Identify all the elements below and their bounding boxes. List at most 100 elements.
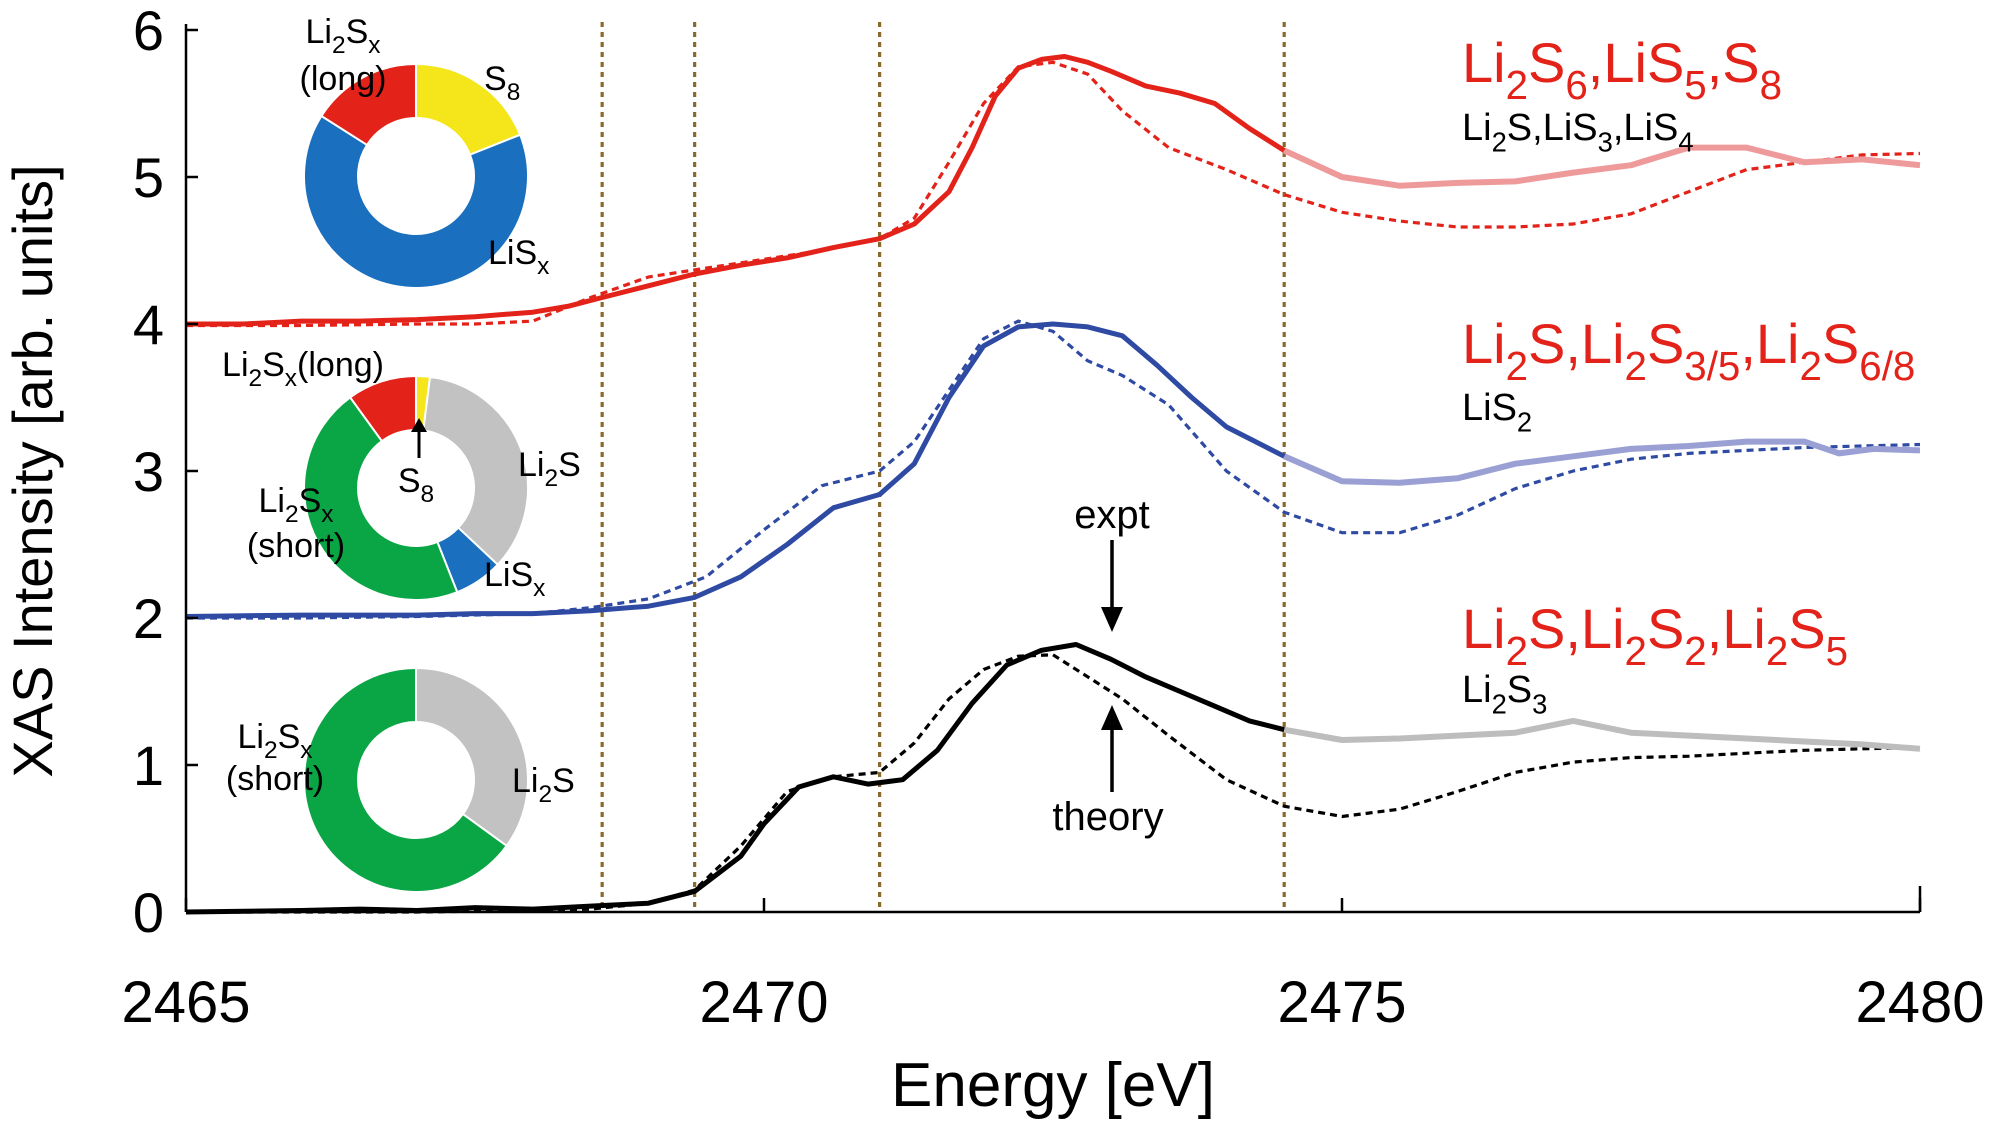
donut-label-subscript: 2 [285, 501, 299, 528]
y-tick-label: 1 [133, 734, 164, 797]
red-composition-label-subscript: 5 [1684, 62, 1706, 108]
donut-slice [303, 666, 509, 893]
theory-annotation: theory [1052, 795, 1163, 839]
blue-composition-label-text: S [1822, 312, 1859, 375]
donut-slice [303, 395, 459, 601]
donut-slice [320, 62, 417, 147]
red-composition-label: Li2S6,LiS5,S8 [1462, 31, 1782, 108]
donut-label: (long) [300, 60, 387, 98]
blue-minor-label-text: LiS [1462, 387, 1517, 429]
red-minor-label-text: ,LiS [1613, 107, 1678, 149]
donut-label-subscript: x [368, 32, 380, 59]
donut-label-subscript: 2 [264, 737, 278, 764]
donut-label: Li2Sx [259, 482, 334, 528]
red-composition-label-subscript: 2 [1506, 62, 1528, 108]
red-minor-label: Li2S,LiS3,LiS4 [1462, 107, 1694, 157]
donut-label-text: S [484, 60, 507, 98]
black-minor-label-text: S [1507, 669, 1532, 711]
donut-label: Li2Sx [306, 13, 381, 59]
donut-label-text: Li [518, 446, 544, 484]
blue-composition-label-text: Li [1462, 312, 1506, 375]
donut-label: LiSx [488, 234, 549, 280]
blue-expt-line [185, 321, 1286, 619]
donut-label-subscript: x [537, 253, 549, 280]
black-minor-label-text: Li [1462, 669, 1492, 711]
donut-slice [303, 114, 529, 289]
composition-donuts: S8LiSxLi2Sx(long)Li2Sx(long)Li2SLiSxLi2S… [222, 13, 581, 893]
donut-label-subscript: x [300, 737, 312, 764]
x-tick-label: 2480 [1855, 970, 1984, 1035]
donut-pointer-arrowhead [411, 418, 427, 432]
red-composition-label-text: ,LiS [1588, 31, 1685, 94]
y-tick-label: 5 [133, 146, 164, 209]
donut-label-subscript: 2 [544, 465, 558, 492]
red-expt-line [186, 54, 1286, 327]
donut-label: Li2S [512, 762, 575, 808]
red-minor-label-subscript: 3 [1598, 126, 1613, 157]
blue-composition-label-subscript: 2 [1625, 343, 1647, 389]
donut-label-text: S [262, 346, 285, 384]
blue-composition-label-text: ,Li [1740, 312, 1799, 375]
donut-label: Li2Sx(long) [222, 346, 384, 392]
blue-minor-label-subscript: 2 [1517, 406, 1532, 437]
donut-label: S8 [484, 60, 520, 106]
x-axis-title: Energy [eV] [891, 1051, 1215, 1120]
blue-minor-label: LiS2 [1462, 387, 1532, 437]
donut-label-text: Li [306, 13, 332, 51]
black-composition-label-subscript: 2 [1506, 628, 1528, 674]
black-composition-label-subscript: 5 [1826, 628, 1848, 674]
spectra-curves [185, 54, 1921, 915]
red-expt-tail-line [1282, 144, 1921, 189]
donut-label-text: S [398, 462, 421, 500]
red-minor-label-subscript: 2 [1492, 126, 1507, 157]
red-minor-label-text: S,LiS [1507, 107, 1598, 149]
black-composition-label: Li2S,Li2S2,Li2S5 [1462, 597, 1848, 674]
blue-composition-label-subscript: 2 [1506, 343, 1528, 389]
red-composition-label-subscript: 8 [1760, 62, 1782, 108]
donut-label-subscript: 2 [249, 365, 263, 392]
y-tick-label: 6 [133, 0, 164, 62]
black-composition-label-text: Li [1462, 597, 1506, 660]
donut-label: (short) [226, 760, 324, 798]
y-tick-label: 0 [133, 881, 164, 944]
black-composition-label-subscript: 2 [1766, 628, 1788, 674]
red-theory-line [186, 60, 1921, 328]
black-composition-label-subscript: 2 [1625, 628, 1647, 674]
red-minor-label-subscript: 4 [1678, 126, 1693, 157]
y-axis-title: XAS Intensity [arb. units] [1, 164, 64, 777]
x-tick-label: 2470 [699, 970, 828, 1035]
theory-arrowhead [1101, 705, 1123, 730]
blue-composition-label-subscript: 3/5 [1684, 343, 1740, 389]
blue-composition-label-subscript: 6/8 [1859, 343, 1915, 389]
donut-label-text: (long) [297, 346, 384, 384]
annotations: expt theory [1052, 493, 1163, 839]
red-minor-label-text: Li [1462, 107, 1492, 149]
y-tick-label: 3 [133, 440, 164, 503]
y-tick-label: 2 [133, 587, 164, 650]
expt-arrowhead [1101, 607, 1123, 632]
black-minor-label: Li2S3 [1462, 669, 1547, 719]
donut-label-text: S [558, 446, 581, 484]
donut-label-text: Li [238, 718, 264, 756]
donut-label: (short) [247, 527, 345, 565]
donut-label-text: Li [512, 762, 538, 800]
series-labels: Li2S6,LiS5,S8Li2S,LiS3,LiS4Li2S,Li2S3/5,… [1462, 31, 1915, 719]
donut-label-text: Li [222, 346, 248, 384]
donut-slice [415, 666, 529, 848]
blue-composition-label: Li2S,Li2S3/5,Li2S6/8 [1462, 312, 1915, 389]
red-composition-label-subscript: 6 [1565, 62, 1587, 108]
donut-label-text: S [552, 762, 575, 800]
black-composition-label-text: S [1647, 597, 1684, 660]
donut-label-subscript: x [285, 365, 297, 392]
donut-label-text: (long) [300, 60, 387, 98]
donut-label-subscript: 2 [332, 32, 346, 59]
donut-slice [422, 375, 529, 567]
donut-label-text: (short) [247, 527, 345, 565]
donut-label: Li2S [518, 446, 581, 492]
donut-label-subscript: x [533, 575, 545, 602]
